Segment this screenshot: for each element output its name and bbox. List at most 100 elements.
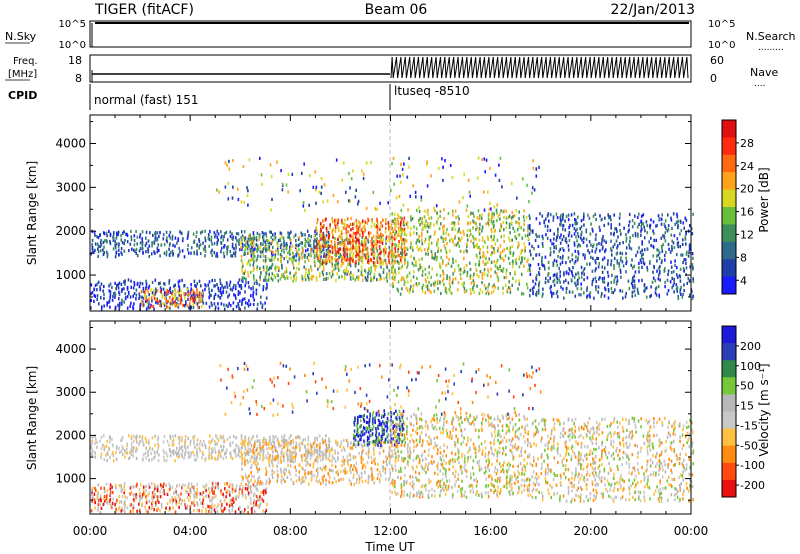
echo-cell xyxy=(115,509,117,513)
echo-cell xyxy=(270,446,273,450)
echo-cell xyxy=(230,254,232,258)
echo-cell xyxy=(649,260,651,264)
echo-cell xyxy=(141,502,143,506)
echo-cell xyxy=(576,287,579,291)
echo-cell xyxy=(326,229,328,233)
echo-cell xyxy=(165,238,168,242)
echo-cell xyxy=(440,249,442,253)
echo-cell xyxy=(637,291,640,295)
echo-cell xyxy=(315,254,318,258)
echo-cell xyxy=(304,469,307,473)
echo-cell xyxy=(619,212,621,216)
echo-cell xyxy=(363,248,366,252)
echo-cell xyxy=(517,287,519,291)
echo-cell xyxy=(529,227,531,231)
echo-cell xyxy=(115,445,118,449)
echo-cell xyxy=(478,245,480,249)
echo-cell xyxy=(157,484,159,488)
echo-cell xyxy=(443,208,445,212)
echo-cell xyxy=(256,446,258,450)
echo-cell xyxy=(239,505,241,510)
echo-cell xyxy=(115,447,118,451)
echo-cell xyxy=(178,448,181,452)
echo-cell xyxy=(162,485,164,489)
echo-cell xyxy=(457,281,460,285)
echo-cell xyxy=(311,473,313,477)
echo-cell xyxy=(175,500,178,504)
echo-cell xyxy=(469,276,472,280)
echo-cell xyxy=(430,283,432,287)
echo-cell xyxy=(342,459,345,463)
echo-cell xyxy=(153,508,155,512)
echo-cell xyxy=(112,247,115,251)
echo-cell xyxy=(436,220,438,224)
echo-cell xyxy=(215,254,217,258)
echo-cell xyxy=(152,304,154,308)
echo-cell xyxy=(194,491,196,495)
echo-cell xyxy=(126,506,129,510)
echo-cell xyxy=(120,247,123,251)
echo-cell xyxy=(486,273,489,277)
echo-cell xyxy=(515,261,518,265)
echo-cell xyxy=(344,469,346,473)
echo-cell xyxy=(573,232,576,236)
echo-cell xyxy=(152,293,155,298)
echo-cell xyxy=(586,288,588,292)
echo-cell xyxy=(512,253,514,257)
echo-cell xyxy=(496,258,499,262)
echo-cell xyxy=(298,262,300,266)
echo-cell xyxy=(178,505,180,509)
echo-cell xyxy=(120,282,123,286)
echo-cell xyxy=(217,306,220,310)
echo-cell xyxy=(303,254,306,258)
echo-cell xyxy=(598,241,600,246)
echo-cell xyxy=(211,303,213,307)
echo-cell xyxy=(335,278,337,283)
echo-cell xyxy=(329,259,331,263)
echo-cell xyxy=(215,233,217,237)
echo-cell xyxy=(277,456,279,460)
echo-cell xyxy=(91,439,94,443)
echo-cell xyxy=(378,245,381,249)
echo-cell xyxy=(278,266,280,270)
echo-cell xyxy=(380,277,382,281)
echo-cell xyxy=(369,272,372,276)
echo-cell xyxy=(328,272,331,276)
echo-cell xyxy=(622,264,625,268)
echo-cell xyxy=(169,506,171,510)
echo-cell xyxy=(93,250,95,254)
echo-cell xyxy=(162,449,165,453)
echo-cell xyxy=(448,278,451,282)
echo-cell xyxy=(679,267,682,271)
echo-cell xyxy=(90,252,93,256)
nsky-tick-right-top: 10^5 xyxy=(708,19,735,30)
echo-cell xyxy=(394,246,396,250)
echo-cell xyxy=(165,299,168,303)
echo-cell xyxy=(357,256,360,260)
echo-cell xyxy=(169,286,171,290)
echo-region-6 xyxy=(528,212,695,301)
echo-cell xyxy=(249,496,252,500)
echo-cell xyxy=(231,483,234,487)
echo-cell xyxy=(129,486,132,490)
colorbar-tick-label: 20 xyxy=(740,183,754,196)
echo-cell xyxy=(198,291,201,295)
echo-cell xyxy=(276,479,279,483)
echo-cell xyxy=(508,248,511,252)
echo-cell xyxy=(289,237,291,241)
echo-cell xyxy=(177,289,179,293)
echo-cell xyxy=(399,222,402,226)
echo-cell xyxy=(422,226,424,230)
echo-cell xyxy=(436,243,438,247)
echo-cell xyxy=(234,294,237,298)
echo-cell xyxy=(562,224,565,228)
echo-cell xyxy=(403,251,406,255)
echo-cell xyxy=(124,292,127,296)
echo-cell xyxy=(192,305,195,309)
echo-cell xyxy=(226,252,228,256)
echo-cell xyxy=(229,234,232,238)
echo-cell xyxy=(321,453,324,457)
echo-cell xyxy=(248,450,250,454)
echo-cell xyxy=(109,455,111,459)
echo-cell xyxy=(187,482,190,486)
